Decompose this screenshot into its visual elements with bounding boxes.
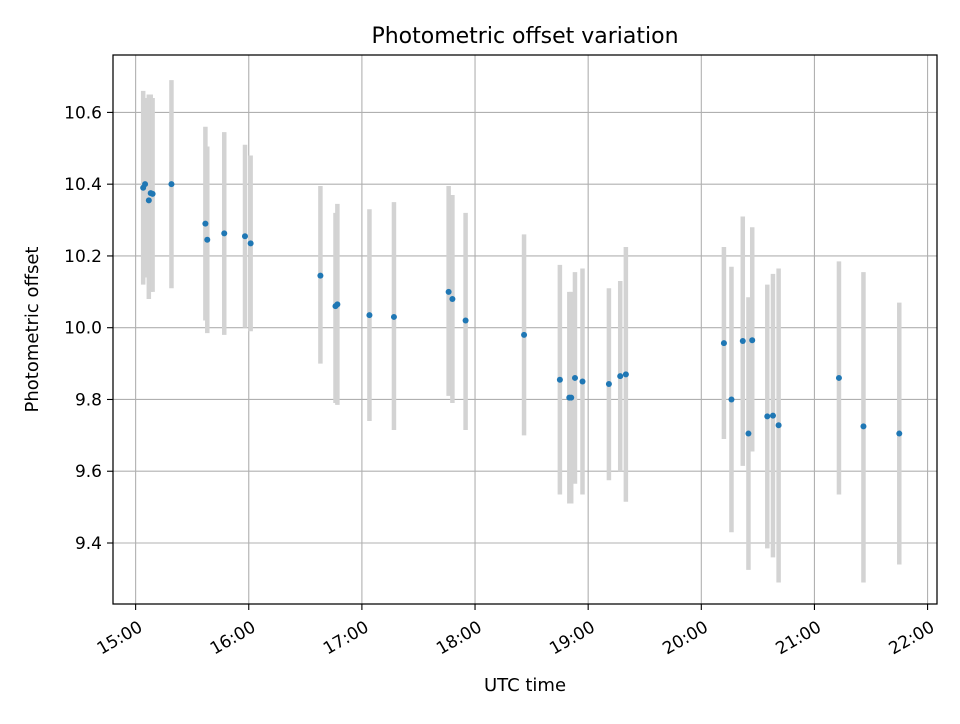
y-tick-label: 10.2 — [64, 247, 102, 267]
data-point — [317, 272, 324, 279]
data-point — [860, 423, 867, 430]
plot-frame — [112, 54, 938, 605]
chart-title: Photometric offset variation — [371, 24, 678, 49]
y-tick-label: 9.4 — [75, 534, 102, 554]
x-tick-label: 15:00 — [94, 617, 146, 659]
data-point — [739, 337, 746, 344]
data-point — [221, 230, 228, 237]
x-axis-label: UTC time — [484, 675, 566, 696]
data-point — [334, 301, 341, 308]
data-point — [445, 288, 452, 295]
data-point — [775, 422, 782, 429]
data-point — [366, 312, 373, 319]
data-point — [168, 181, 175, 188]
data-point — [579, 378, 586, 385]
x-tick-label: 19:00 — [546, 617, 598, 659]
data-point — [449, 296, 456, 302]
data-point — [728, 396, 735, 403]
data-point — [521, 331, 528, 338]
data-point — [202, 220, 209, 227]
data-point — [149, 190, 156, 197]
data-point — [247, 240, 254, 247]
data-point — [462, 317, 469, 324]
data-point — [390, 313, 397, 320]
data-point — [749, 337, 756, 344]
y-axis-ticks: 9.4 9.6 9.8 10.0 10.2 10.4 10.6 — [64, 103, 113, 554]
data-point — [568, 394, 575, 401]
data-point — [142, 181, 149, 188]
x-tick-label: 22:00 — [886, 617, 938, 659]
data-point — [835, 374, 842, 381]
x-axis-ticks: 15:00 16:00 17:00 18:00 19:00 20:00 21:00 22:00 — [94, 604, 938, 659]
x-tick-label: 17:00 — [320, 617, 372, 659]
y-tick-label: 10.4 — [64, 175, 102, 195]
data-point — [617, 373, 624, 380]
data-point — [571, 374, 578, 381]
data-point — [605, 381, 612, 388]
data-point — [764, 413, 771, 420]
y-tick-label: 10.6 — [64, 103, 102, 123]
data-point — [745, 430, 752, 437]
data-point — [896, 430, 903, 437]
data-point — [145, 197, 152, 204]
data-points — [140, 181, 903, 437]
error-bars — [140, 80, 902, 583]
y-tick-label: 9.8 — [75, 390, 102, 410]
x-tick-label: 18:00 — [433, 617, 485, 659]
data-point — [622, 371, 629, 378]
x-tick-label: 21:00 — [773, 617, 825, 659]
x-tick-label: 16:00 — [207, 617, 259, 659]
x-tick-label: 20:00 — [659, 617, 711, 659]
y-tick-label: 9.6 — [75, 462, 102, 482]
data-point — [241, 233, 248, 240]
data-point — [556, 376, 563, 383]
data-point — [720, 340, 727, 347]
data-point — [204, 236, 211, 243]
y-axis-label: Photometric offset — [22, 247, 43, 413]
y-tick-label: 10.0 — [64, 319, 102, 339]
data-point — [769, 412, 776, 419]
